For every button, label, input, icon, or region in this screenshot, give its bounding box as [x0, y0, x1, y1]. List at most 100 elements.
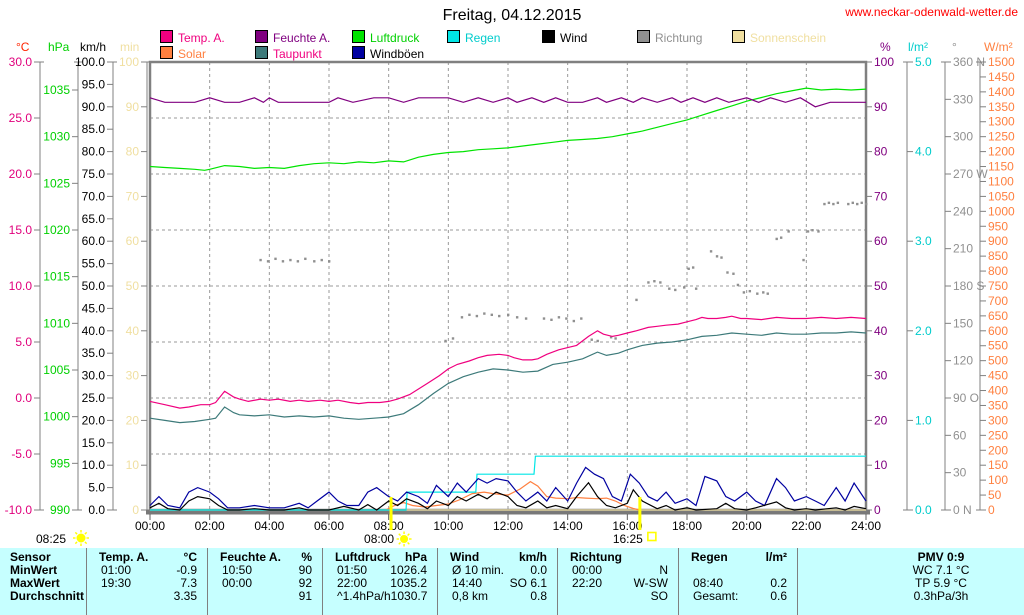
axis-tick-label: 1350	[988, 100, 1015, 114]
axis-tick-label: 10	[874, 458, 888, 472]
x-tick-label: 02:00	[195, 519, 225, 533]
axis-header-lm2: l/m²	[908, 40, 928, 54]
legend-label: Taupunkt	[273, 47, 322, 61]
axis-tick-label: 250	[988, 428, 1008, 442]
axis-tick-label: 90.0	[82, 100, 106, 114]
table-row: TP 5.9 °C	[915, 576, 967, 590]
axis-tick-label: 80.0	[82, 145, 106, 159]
series-gusts-line	[149, 466, 867, 509]
x-tick-label: 18:00	[672, 519, 702, 533]
axis-tick-label: 60.0	[82, 234, 106, 248]
legend-label: Sonnenschein	[750, 31, 827, 45]
axis-header-deg: °	[952, 40, 957, 54]
axis-tick-label: 240	[953, 204, 973, 218]
sunrise-time-label: 08:00	[364, 532, 394, 546]
legend-item-feuchte-a-: Feuchte A.	[255, 30, 330, 45]
sunset-marker-line	[638, 497, 642, 530]
axis-tick-label: 1050	[988, 189, 1015, 203]
axis-tick-label: 550	[988, 339, 1008, 353]
legend-color-swatch	[352, 30, 365, 43]
series-wind-line	[149, 481, 867, 511]
axis-temp: 30.0 25.0 20.0 15.0 10.0 5.0 0.0 -5.0 -10.0 °C	[5, 40, 44, 517]
axis-tick-label: 100.0	[75, 55, 105, 69]
axis-tick-label: 400	[988, 384, 1008, 398]
axis-tick-label: 950	[988, 219, 1008, 233]
table-row: Gesamt: 0.6	[693, 589, 787, 603]
gridlines	[150, 62, 866, 510]
statistics-table: Sensor MinWert MaxWert Durchschnitt Temp. A.…	[0, 548, 1024, 615]
axis-tick-label: 450	[988, 369, 1008, 383]
table-group-header: Wind km/h	[450, 550, 547, 564]
legend-item-richtung: Richtung	[637, 30, 703, 45]
axis-tick-label: 900	[988, 234, 1008, 248]
table-group-regen: Regen l/m² 08:40 0.2 Gesamt: 0.6	[678, 548, 797, 615]
axis-tick-label: 5.0	[88, 481, 105, 495]
axis-tick-label: 35.0	[82, 346, 106, 360]
axis-tick-label: 0 N	[953, 503, 972, 517]
axis-tick-label: 3.0	[915, 234, 932, 248]
series-humidity-line	[149, 97, 866, 108]
axis-hpa: 1035 1030 1025 1020 1015 1010 1005 1000 995 990 hP…	[43, 40, 82, 517]
table-row: 3.35	[173, 589, 197, 603]
axis-tick-label: 2.0	[915, 324, 932, 338]
axis-tick-label: 1035	[43, 83, 70, 97]
axis-header-pct: %	[880, 40, 891, 54]
axis-tick-label: 1500	[988, 55, 1015, 69]
axis-tick-label: 85.0	[82, 122, 106, 136]
website-link[interactable]: www.neckar-odenwald-wetter.de	[845, 5, 1018, 19]
axis-tick-label: 1005	[43, 363, 70, 377]
table-row: 10:50 90	[222, 563, 312, 577]
axis-tick-label: 5.0	[15, 335, 32, 349]
axis-tick-label: 750	[988, 279, 1008, 293]
table-group-header: Feuchte A.%	[220, 550, 312, 564]
axis-kmh: 100.0 95.0 90.0 85.0 80.0 75.0 70.0 65.0 60.0 55.…	[75, 40, 117, 517]
axis-tick-label: 50	[874, 279, 888, 293]
series-solar-line	[385, 480, 640, 511]
axis-tick-label: 150	[953, 316, 973, 330]
axis-tick-label: 60	[874, 234, 888, 248]
series-dewpoint-line	[149, 331, 867, 424]
page-title: Freitag, 04.12.2015	[442, 7, 582, 24]
axis-tick-label: 90 O	[953, 391, 979, 405]
axis-tick-label: 995	[50, 456, 70, 470]
axis-tick-label: 50	[988, 488, 1002, 502]
square-open-icon	[647, 531, 657, 542]
axis-tick-label: 20	[874, 413, 888, 427]
legend-label: Solar	[178, 47, 207, 61]
table-group-wind: Wind km/h Ø 10 min. 0.0 14:40 SO 6.1 0,8 km 0.8	[437, 548, 557, 615]
axis-tick-label: 20	[126, 413, 140, 427]
table-row: Durchschnitt	[10, 589, 85, 603]
table-row: Ø 10 min. 0.0	[452, 563, 547, 577]
axis-tick-label: 1450	[988, 70, 1015, 84]
legend-item-temp-a-: Temp. A.	[160, 30, 225, 45]
legend-color-swatch	[255, 30, 268, 43]
sunrise-marker-line	[389, 497, 393, 530]
table-group-header: Richtung	[570, 550, 622, 564]
axis-tick-label: 300	[988, 413, 1008, 427]
x-tick-label: 10:00	[433, 519, 463, 533]
axis-tick-label: 10.0	[9, 279, 33, 293]
legend-item-solar: Solar	[160, 46, 207, 61]
axis-tick-label: 30.0	[9, 55, 33, 69]
sun-filled-icon	[73, 530, 89, 546]
axis-header-hpa: hPa	[48, 40, 70, 54]
table-row: 0.3hPa/3h	[913, 589, 969, 603]
axis-tick-label: 60	[126, 234, 140, 248]
axis-tick-label: 700	[988, 294, 1008, 308]
axis-tick-label: 15.0	[9, 223, 33, 237]
x-tick-label: 04:00	[254, 519, 284, 533]
table-row: MinWert	[10, 563, 58, 577]
axis-tick-label: 650	[988, 309, 1008, 323]
axis-tick-label: 40	[874, 324, 888, 338]
axis-tick-label: 70	[126, 189, 140, 203]
table-row: WC 7.1 °C	[912, 563, 970, 577]
legend-label: Richtung	[655, 31, 703, 45]
table-group-header: Regen l/m²	[691, 550, 787, 564]
axis-tick-label: 80	[874, 145, 888, 159]
x-tick-label: 24:00	[851, 519, 881, 533]
legend-label: Wind	[560, 31, 588, 45]
axis-tick-label: 20.0	[82, 413, 106, 427]
table-row: 91	[298, 589, 312, 603]
legend-item-luftdruck: Luftdruck	[352, 30, 419, 45]
